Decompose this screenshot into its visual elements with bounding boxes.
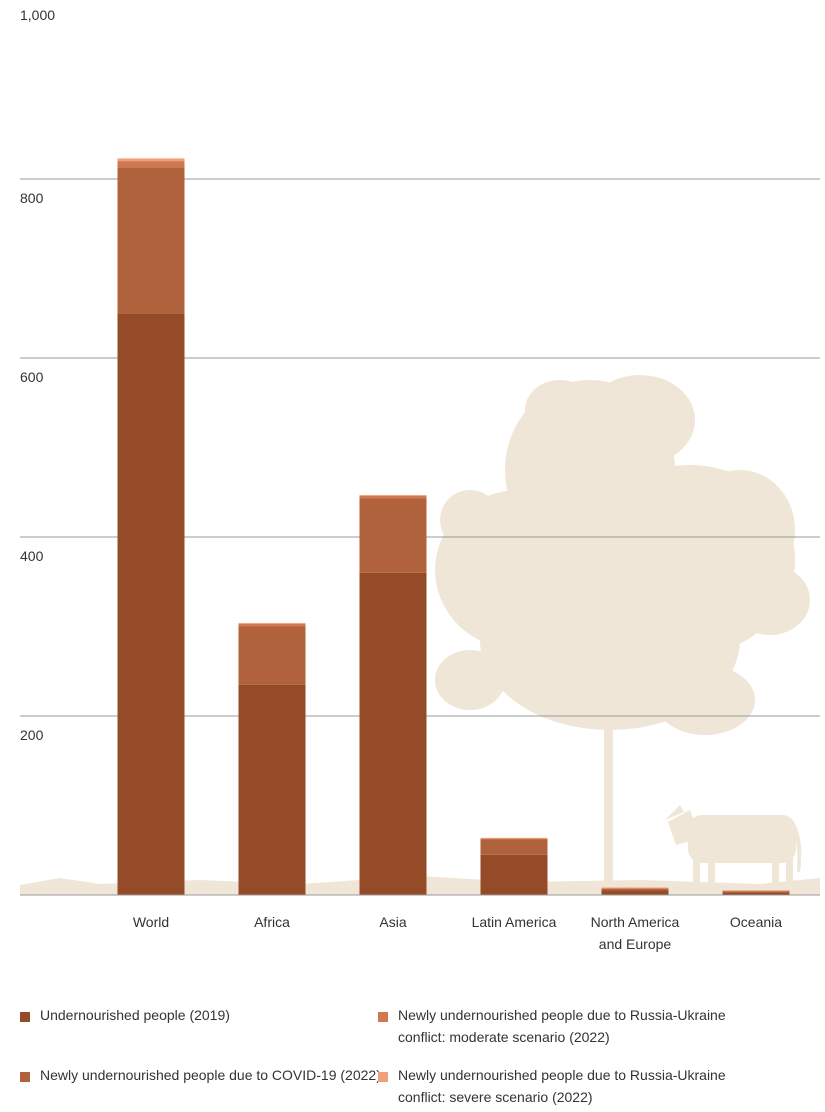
bar-segment-world-s2	[117, 161, 185, 168]
legend-swatch	[20, 1012, 30, 1022]
legend-item-covid-19: Newly undernourished people due to COVID…	[20, 1067, 400, 1086]
bar-segment-oceania-s1	[722, 891, 790, 893]
y-tick-label: 400	[20, 548, 44, 564]
legend-swatch	[378, 1072, 388, 1082]
bar-segment-world-s1	[117, 167, 185, 314]
bar-segment-north-america-and-europe-s3	[601, 887, 669, 889]
legend: Undernourished people (2019) Newly under…	[20, 1007, 820, 1108]
bar-segment-latin-america-s3	[480, 837, 548, 839]
legend-label: Newly undernourished people due to COVID…	[40, 1067, 381, 1083]
legend-item-undernourished-2019: Undernourished people (2019)	[20, 1007, 400, 1026]
bar-segment-latin-america-s0	[480, 854, 548, 895]
x-axis-category-labels: World Africa Asia Latin America North Americ…	[133, 914, 782, 952]
bar-segment-asia-s3	[359, 494, 427, 496]
bar-segment-world-s3	[117, 158, 185, 162]
bar-segment-north-america-and-europe-s0	[601, 890, 669, 895]
bar-segment-asia-s0	[359, 572, 427, 895]
stacked-bar-chart: 200 400 600 800 1,000 World Africa Asia Latin A…	[20, 7, 820, 952]
y-tick-label: 200	[20, 727, 44, 743]
tree-cow-illustration	[20, 375, 820, 895]
x-category-label: Africa	[254, 914, 290, 930]
tree-illustration	[435, 375, 810, 895]
x-category-label: North America	[591, 914, 680, 930]
y-tick-label: 600	[20, 369, 44, 385]
bar-segment-asia-s2	[359, 495, 427, 499]
y-tick-label: 1,000	[20, 7, 55, 23]
legend-item-conflict-severe: Newly undernourished people due to Russi…	[378, 1067, 758, 1108]
cow-illustration	[665, 805, 802, 888]
legend-swatch	[20, 1072, 30, 1082]
bar-segment-africa-s1	[238, 626, 306, 685]
x-category-label: Oceania	[730, 914, 782, 930]
x-category-label: and Europe	[599, 936, 672, 952]
legend-item-conflict-moderate: Newly undernourished people due to Russi…	[378, 1007, 758, 1048]
bar-segment-world-s0	[117, 313, 185, 895]
x-category-label: Asia	[379, 914, 406, 930]
bar-segment-north-america-and-europe-s1	[601, 888, 669, 891]
bar-segment-north-america-and-europe-s2	[601, 887, 669, 889]
bar-segment-latin-america-s1	[480, 839, 548, 855]
bar-segment-africa-s3	[238, 622, 306, 624]
legend-label: Undernourished people (2019)	[40, 1007, 230, 1023]
y-tick-label: 800	[20, 190, 44, 206]
x-category-label: World	[133, 914, 169, 930]
bar-segment-africa-s0	[238, 684, 306, 895]
legend-label: Newly undernourished people due to Russi…	[398, 1007, 726, 1045]
bar-segment-africa-s2	[238, 623, 306, 627]
bar-segment-asia-s1	[359, 498, 427, 573]
bar-segment-latin-america-s2	[480, 838, 548, 840]
y-axis-tick-labels: 200 400 600 800 1,000	[20, 7, 55, 743]
bar-segment-oceania-s0	[722, 892, 790, 895]
bars	[117, 158, 790, 895]
x-category-label: Latin America	[472, 914, 557, 930]
legend-label: Newly undernourished people due to Russi…	[398, 1067, 726, 1105]
bar-segment-oceania-s3	[722, 890, 790, 892]
legend-swatch	[378, 1012, 388, 1022]
